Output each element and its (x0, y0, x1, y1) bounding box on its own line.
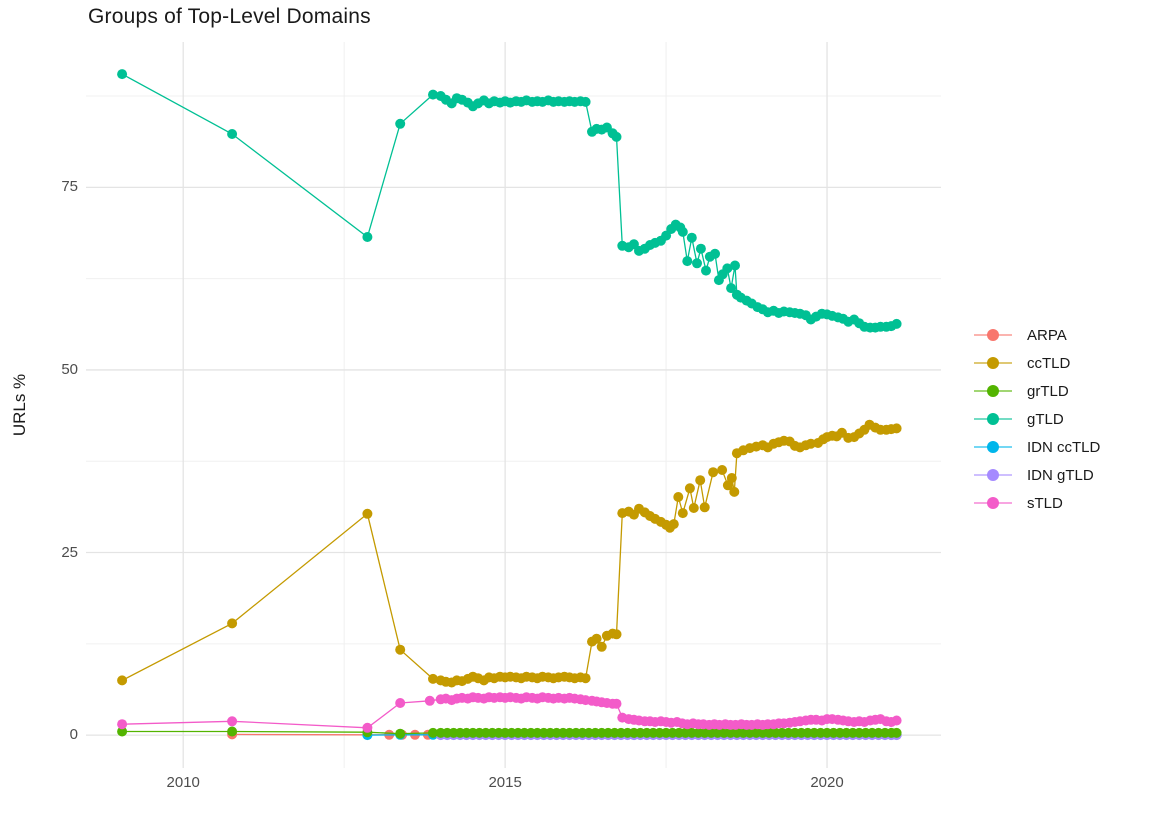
data-point (726, 283, 737, 294)
data-point (362, 508, 373, 519)
legend-dot-icon (987, 329, 999, 341)
legend-key-icon (974, 328, 1012, 342)
legend-key-icon (974, 496, 1012, 510)
legend-item-stld: sTLD (974, 493, 1100, 513)
data-point (710, 248, 720, 259)
legend-label: ARPA (1027, 326, 1067, 344)
legend-dot-icon (987, 497, 999, 509)
data-point (227, 716, 238, 727)
data-point (668, 519, 679, 530)
legend-dot-icon (987, 469, 999, 481)
data-point (673, 492, 684, 502)
data-point (695, 475, 706, 486)
legend-item-idn-gtld: IDN gTLD (974, 465, 1100, 485)
legend-item-arpa: ARPA (974, 325, 1100, 345)
data-point (580, 96, 591, 107)
data-point (677, 508, 688, 519)
data-point (395, 728, 406, 739)
x-tick-label: 2015 (488, 774, 522, 791)
legend-item-grtld: grTLD (974, 381, 1100, 401)
x-tick-label: 2010 (166, 774, 200, 791)
legend-dot-icon (987, 385, 999, 397)
data-point (891, 318, 902, 329)
legend-item-cctld: ccTLD (974, 353, 1100, 373)
legend-label: ccTLD (1027, 354, 1071, 372)
data-point (117, 675, 128, 686)
data-point (596, 641, 607, 652)
y-tick-label: 25 (61, 543, 78, 561)
data-point (428, 673, 438, 684)
data-point (611, 629, 622, 640)
data-point (726, 473, 737, 483)
data-point (677, 226, 688, 237)
data-point (117, 719, 128, 730)
data-point (611, 698, 622, 709)
data-point (227, 129, 238, 139)
legend-key-icon (974, 468, 1012, 482)
data-point (688, 503, 699, 513)
data-point (682, 256, 693, 267)
data-point (686, 232, 697, 243)
series-stld (117, 692, 902, 733)
data-point (701, 265, 711, 276)
data-point (395, 118, 406, 129)
y-axis-title: URLs % (10, 373, 29, 437)
y-tick-label: 0 (69, 726, 78, 744)
x-tick-label: 2020 (810, 774, 844, 791)
data-point (362, 722, 373, 733)
data-point (722, 263, 733, 274)
data-point (684, 483, 695, 494)
legend-label: sTLD (1027, 494, 1063, 512)
series-gtld (117, 69, 902, 333)
data-point (117, 69, 128, 80)
data-point (699, 502, 710, 513)
legend: ARPA ccTLD grTLD gTLD IDN ccTLD IDN gTLD sTLD (974, 325, 1100, 513)
legend-dot-icon (987, 413, 999, 425)
data-point (695, 243, 706, 254)
data-point (117, 726, 128, 737)
legend-key-icon (974, 356, 1012, 370)
legend-label: IDN ccTLD (1027, 438, 1101, 456)
series-cctld (117, 419, 902, 688)
data-point (395, 698, 406, 708)
data-point (227, 726, 238, 737)
legend-key-icon (974, 384, 1012, 398)
data-point (729, 486, 740, 497)
legend-label: gTLD (1027, 410, 1064, 428)
y-tick-label: 50 (61, 360, 78, 378)
data-point (611, 131, 622, 142)
data-point (424, 695, 435, 706)
data-point (580, 673, 591, 684)
data-point (891, 727, 902, 738)
data-point (692, 258, 702, 269)
chart-title: Groups of Top-Level Domains (88, 5, 371, 28)
legend-key-icon (974, 440, 1012, 454)
data-point (591, 633, 602, 644)
data-point (891, 715, 902, 726)
legend-item-gtld: gTLD (974, 409, 1100, 429)
data-point (395, 644, 406, 655)
data-point (891, 423, 902, 434)
data-point (227, 618, 238, 629)
legend-dot-icon (987, 357, 999, 369)
data-point (730, 260, 740, 271)
data-point (428, 89, 438, 100)
legend-key-icon (974, 412, 1012, 426)
legend-label: IDN gTLD (1027, 466, 1094, 484)
data-point (362, 232, 373, 242)
legend-item-idn-cctld: IDN ccTLD (974, 437, 1100, 457)
legend-dot-icon (987, 441, 999, 453)
legend-label: grTLD (1027, 382, 1069, 400)
data-point (717, 465, 728, 475)
y-tick-label: 75 (61, 178, 78, 196)
series-line (121, 73, 897, 329)
data-point (708, 467, 719, 478)
data-point (428, 727, 438, 738)
